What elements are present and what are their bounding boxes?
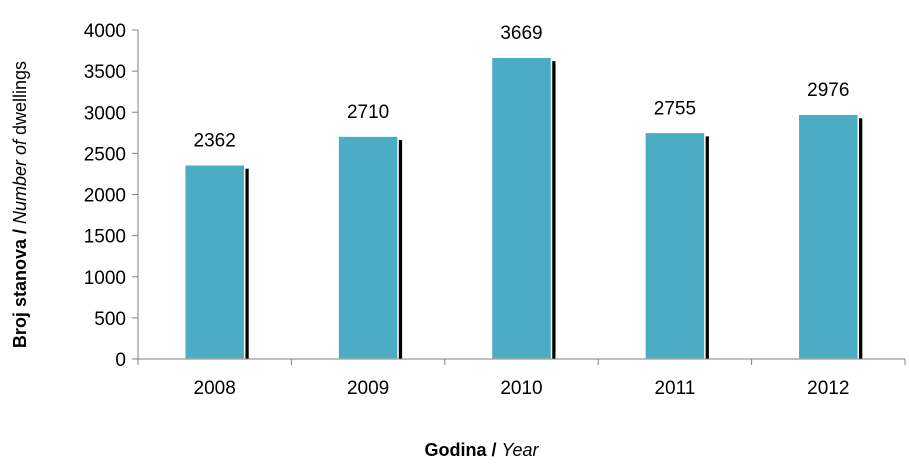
x-tick-label-2008: 2008 <box>194 378 236 399</box>
y-tick-label: 3000 <box>84 103 126 124</box>
bar-2011 <box>644 131 706 360</box>
bars-group <box>183 56 863 360</box>
y-tick-label: 500 <box>94 309 126 330</box>
y-axis-ticks: 0 500 1000 1500 2000 2500 3000 3500 4000 <box>84 21 138 371</box>
x-tick-label-2012: 2012 <box>807 378 849 399</box>
y-tick-label: 1500 <box>84 227 126 248</box>
y-tick-label: 1000 <box>84 268 126 289</box>
data-label-2009: 2710 <box>347 102 389 123</box>
y-axis-title: Broj stanova / Number of dwellings <box>10 61 30 348</box>
data-label-2010: 3669 <box>500 23 542 44</box>
y-axis-title-normal: dwellings <box>10 61 30 140</box>
x-axis-title-italic: Year <box>501 440 539 460</box>
y-axis-title-italic: Number of <box>10 138 30 224</box>
data-label-2008: 2362 <box>194 131 236 152</box>
bar-2012 <box>797 113 860 360</box>
data-labels-group: 2362 2710 3669 2755 2976 <box>194 23 850 152</box>
y-tick-label: 0 <box>115 350 126 371</box>
y-tick-label: 2500 <box>84 144 126 165</box>
x-tick-label-2009: 2009 <box>347 378 389 399</box>
y-axis-title-bold: Broj stanova / <box>10 224 30 348</box>
y-tick-label: 3500 <box>84 62 126 83</box>
data-label-2012: 2976 <box>807 80 849 101</box>
bar-2008 <box>183 163 246 360</box>
x-tick-label-2010: 2010 <box>500 378 542 399</box>
x-tick-label-2011: 2011 <box>654 378 695 399</box>
x-axis-ticks: 2008 2009 2010 2011 2012 <box>137 359 906 399</box>
y-tick-label: 2000 <box>84 186 126 207</box>
data-label-2011: 2755 <box>654 98 696 119</box>
x-axis-title-bold: Godina / <box>424 440 501 460</box>
bar-2009 <box>337 135 399 360</box>
x-axis-title: Godina / Year <box>424 440 539 460</box>
bar-2010 <box>490 56 553 360</box>
y-tick-label: 4000 <box>84 21 126 42</box>
